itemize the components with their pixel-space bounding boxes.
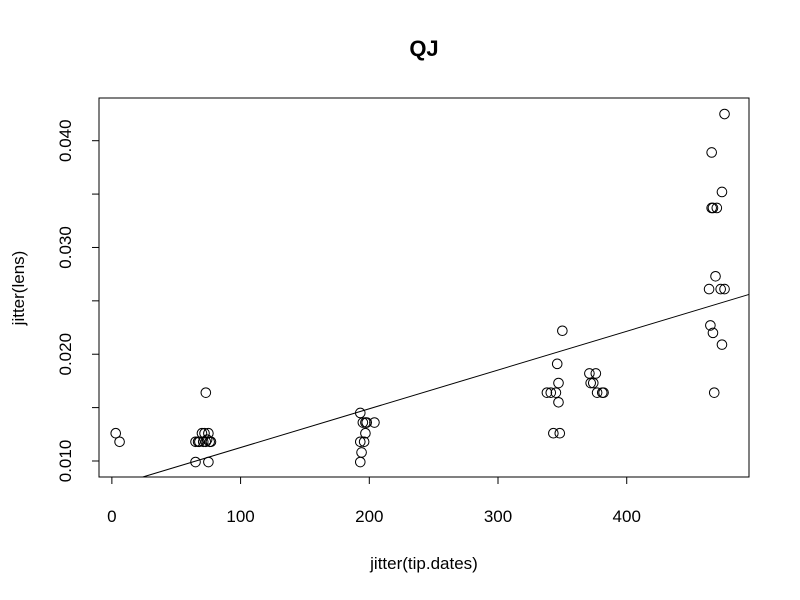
y-tick-label: 0.040: [56, 119, 75, 162]
data-point: [719, 283, 730, 295]
data-point: [707, 202, 719, 214]
x-axis-label: jitter(tip.dates): [369, 554, 478, 573]
data-point: [205, 436, 217, 448]
data-point: [711, 202, 723, 214]
chart-title: QJ: [409, 36, 438, 61]
data-point: [196, 427, 208, 439]
data-point: [369, 417, 380, 428]
data-point: [710, 270, 721, 282]
data-point: [354, 456, 366, 468]
regression-line: [142, 293, 750, 478]
y-axis: 0.010 0.020 0.030 0.040: [56, 119, 100, 483]
data-point: [551, 358, 563, 370]
data-points: [110, 108, 730, 468]
x-axis: 0 100 200 300 400: [107, 476, 641, 526]
data-point: [554, 427, 566, 439]
data-point: [591, 387, 603, 398]
y-tick-label: 0.020: [56, 333, 75, 376]
data-point: [548, 427, 559, 439]
data-point: [598, 387, 609, 398]
data-point: [707, 327, 719, 339]
data-point: [545, 387, 557, 398]
y-axis-label: jitter(lens): [9, 251, 28, 327]
data-point: [719, 108, 730, 120]
x-tick-label: 200: [355, 507, 383, 526]
data-point: [550, 387, 562, 398]
x-tick-label: 400: [613, 507, 641, 526]
data-point: [716, 339, 728, 350]
data-point: [360, 427, 371, 439]
data-point: [708, 387, 720, 398]
data-point: [541, 387, 553, 398]
data-point: [585, 377, 596, 389]
data-point: [190, 436, 201, 448]
data-point: [557, 325, 568, 337]
data-point: [706, 147, 717, 158]
data-point: [587, 377, 599, 389]
data-point: [358, 436, 370, 448]
data-point: [716, 186, 728, 198]
data-point: [357, 417, 369, 428]
data-point: [590, 368, 602, 379]
y-tick-label: 0.030: [56, 226, 75, 269]
data-point: [354, 436, 366, 448]
data-point: [361, 417, 373, 428]
data-point: [199, 427, 210, 439]
data-point: [705, 320, 716, 331]
x-tick-label: 100: [226, 507, 254, 526]
data-point: [553, 396, 564, 408]
x-tick-label: 300: [484, 507, 512, 526]
plot-frame: [98, 97, 750, 478]
data-point: [715, 283, 726, 295]
regression-line-group: [142, 293, 750, 478]
data-point: [114, 436, 125, 448]
x-tick-label: 0: [107, 507, 116, 526]
data-point: [553, 377, 564, 389]
data-point: [356, 447, 367, 458]
data-point: [703, 283, 715, 295]
data-point: [110, 427, 122, 439]
y-tick-label: 0.010: [56, 440, 75, 483]
data-point: [200, 387, 212, 398]
